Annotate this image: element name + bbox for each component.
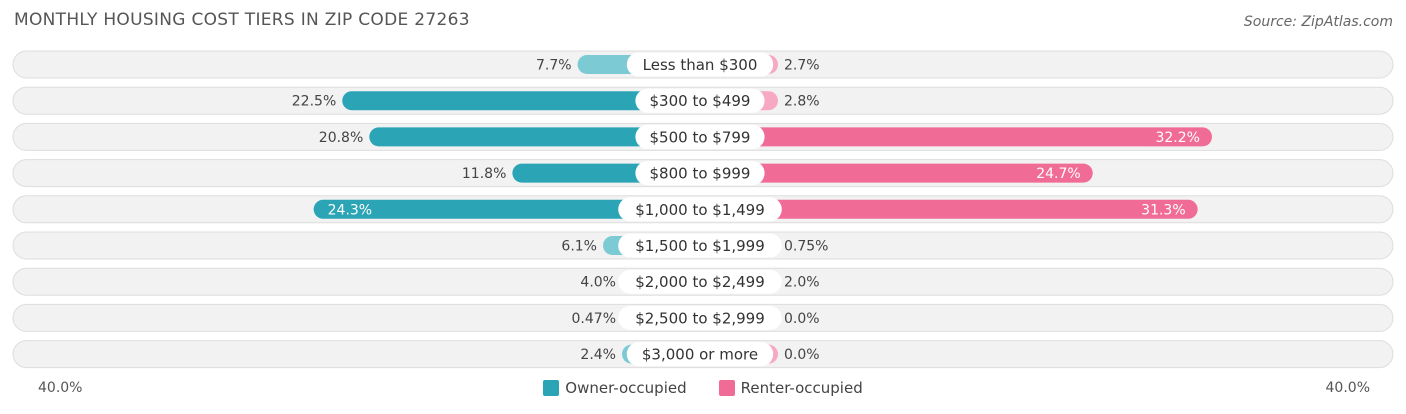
chart-row: 2.4% 0.0% $3,000 or more: [12, 340, 1394, 369]
axis-right-label: 40.0%: [1325, 380, 1370, 396]
legend-label-renter: Renter-occupied: [740, 379, 863, 397]
owner-value-label: 2.4%: [580, 347, 616, 363]
legend-swatch-renter: [718, 380, 735, 396]
chart-row: 11.8% 24.7% $800 to $999: [12, 159, 1394, 188]
category-pill: [626, 342, 774, 367]
renter-bar: [700, 199, 1198, 219]
category-pill: [618, 197, 782, 222]
chart-row: 22.5% 2.8% $300 to $499: [12, 86, 1394, 115]
category-label: $2,500 to $2,999: [635, 309, 765, 327]
category-label: $300 to $499: [650, 92, 751, 110]
renter-value-label: 2.0%: [784, 275, 820, 291]
chart-row: 6.1% 0.75% $1,500 to $1,999: [12, 231, 1394, 260]
renter-value-label: 24.7%: [1036, 166, 1080, 182]
renter-value-label: 31.3%: [1141, 202, 1185, 218]
owner-value-label: 20.8%: [319, 130, 363, 146]
renter-bar: [700, 163, 1093, 183]
owner-value-label: 11.8%: [462, 166, 506, 182]
legend-label-owner: Owner-occupied: [565, 379, 687, 397]
chart-row: 7.7% 2.7% Less than $300: [12, 50, 1394, 79]
owner-value-label: 6.1%: [561, 239, 597, 255]
category-pill: [618, 233, 782, 258]
owner-bar: [369, 127, 700, 147]
chart-row: 4.0% 2.0% $2,000 to $2,499: [12, 267, 1394, 296]
category-label: Less than $300: [643, 56, 758, 74]
category-pill: [626, 52, 774, 77]
renter-bar: [700, 127, 1212, 147]
source-label: Source: ZipAtlas.com: [1243, 14, 1393, 30]
renter-value-label: 0.0%: [784, 311, 820, 327]
owner-value-label: 24.3%: [328, 202, 372, 218]
chart-row: 20.8% 32.2% $500 to $799: [12, 122, 1394, 151]
owner-value-label: 4.0%: [580, 275, 616, 291]
category-label: $3,000 or more: [642, 346, 758, 364]
chart-row: 24.3% 31.3% $1,000 to $1,499: [12, 195, 1394, 224]
renter-value-label: 2.8%: [784, 94, 820, 110]
legend-item-owner: Owner-occupied: [543, 379, 687, 397]
renter-value-label: 0.75%: [784, 239, 828, 255]
category-label: $500 to $799: [650, 128, 751, 146]
category-label: $800 to $999: [650, 165, 751, 183]
category-label: $1,500 to $1,999: [635, 237, 765, 255]
category-pill: [635, 124, 765, 149]
renter-value-label: 32.2%: [1155, 130, 1199, 146]
category-pill: [635, 88, 765, 113]
legend-swatch-owner: [543, 380, 560, 396]
legend: Owner-occupied Renter-occupied: [0, 379, 1406, 397]
owner-value-label: 22.5%: [292, 94, 336, 110]
chart-row: 0.47% 0.0% $2,500 to $2,999: [12, 303, 1394, 332]
category-pill: [618, 269, 782, 294]
axis-left-label: 40.0%: [38, 380, 83, 396]
legend-item-renter: Renter-occupied: [718, 379, 863, 397]
renter-value-label: 2.7%: [784, 58, 820, 74]
owner-bar: [342, 91, 700, 111]
category-pill: [635, 161, 765, 186]
category-label: $1,000 to $1,499: [635, 201, 765, 219]
owner-value-label: 0.47%: [572, 311, 616, 327]
owner-bar: [313, 199, 700, 219]
chart-title: MONTHLY HOUSING COST TIERS IN ZIP CODE 2…: [14, 10, 470, 30]
category-label: $2,000 to $2,499: [635, 273, 765, 291]
owner-value-label: 7.7%: [536, 58, 572, 74]
category-pill: [618, 305, 782, 330]
renter-value-label: 0.0%: [784, 347, 820, 363]
